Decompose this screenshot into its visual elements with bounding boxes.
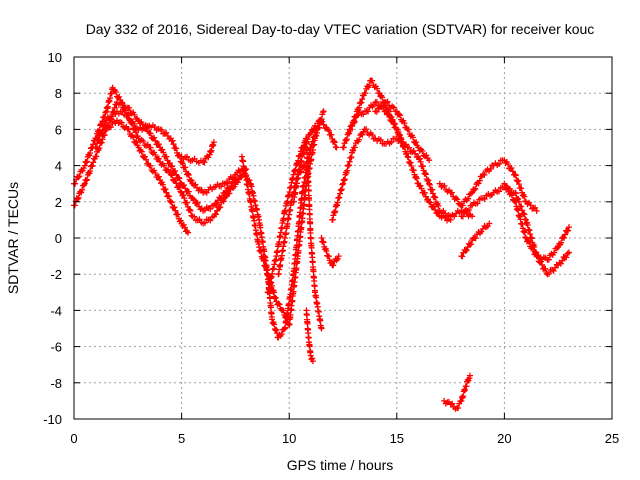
x-tick-label: 5 xyxy=(178,431,185,446)
series-arc-12 xyxy=(318,235,342,269)
y-tick-label: -4 xyxy=(50,303,62,318)
data-marker-plus xyxy=(372,98,433,164)
x-tick-label: 20 xyxy=(497,431,511,446)
data-marker-plus xyxy=(436,157,540,214)
series-arc-21 xyxy=(441,372,473,412)
data-marker-plus xyxy=(501,180,572,263)
y-tick-label: 4 xyxy=(55,159,62,174)
data-marker-plus xyxy=(318,235,342,269)
y-axis-label: SDTVAR / TECUs xyxy=(5,182,21,294)
y-tick-label: 10 xyxy=(48,50,62,65)
x-tick-labels: 0 5 10 15 20 25 xyxy=(70,431,619,446)
series-arc-19 xyxy=(501,180,572,263)
series-arc-16 xyxy=(372,98,433,164)
y-tick-label: 8 xyxy=(55,86,62,101)
data-marker-plus xyxy=(441,372,473,412)
series-arc-5 xyxy=(178,139,217,166)
data-marker-plus xyxy=(290,135,325,332)
y-tick-label: 0 xyxy=(55,231,62,246)
x-tick-label: 25 xyxy=(605,431,619,446)
data-markers xyxy=(71,77,572,412)
y-tick-label: -2 xyxy=(50,267,62,282)
axis-ticks xyxy=(73,56,613,420)
series-arc-11 xyxy=(303,307,316,365)
series-arc-17 xyxy=(436,157,540,214)
series-arc-10 xyxy=(290,135,325,332)
y-tick-label: 6 xyxy=(55,122,62,137)
data-marker-plus xyxy=(92,108,250,227)
x-tick-label: 0 xyxy=(70,431,77,446)
y-tick-label: -10 xyxy=(43,412,62,427)
data-marker-plus xyxy=(178,139,217,166)
data-marker-plus xyxy=(346,98,407,147)
series-arc-4 xyxy=(92,117,192,236)
grid-lines xyxy=(74,57,612,419)
data-marker-plus xyxy=(303,307,316,365)
y-tick-labels: -10 -8 -6 -4 -2 0 2 4 6 8 10 xyxy=(43,50,62,427)
x-tick-label: 10 xyxy=(282,431,296,446)
y-tick-label: -8 xyxy=(50,376,62,391)
data-marker-plus xyxy=(92,117,192,236)
series-arc-15 xyxy=(346,98,407,147)
series-arc-20 xyxy=(458,220,493,260)
y-tick-label: 2 xyxy=(55,195,62,210)
x-tick-label: 15 xyxy=(390,431,404,446)
y-tick-label: -6 xyxy=(50,340,62,355)
series-arc-3 xyxy=(92,108,250,227)
chart-title: Day 332 of 2016, Sidereal Day-to-day VTE… xyxy=(86,21,595,37)
data-marker-plus xyxy=(458,220,493,260)
x-axis-label: GPS time / hours xyxy=(287,457,394,473)
